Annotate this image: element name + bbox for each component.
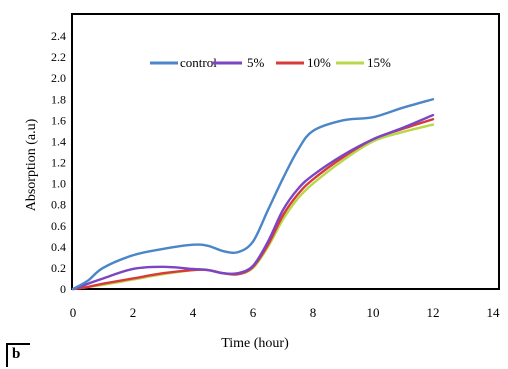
x-tick-label: 4 [190,305,197,320]
y-tick-label: 0.2 [51,261,66,275]
y-tick-label: 0 [60,282,66,296]
legend-label: 5% [247,55,265,70]
legend-item: 10% [276,55,331,70]
y-tick-label: 2.2 [51,50,66,64]
x-tick-label: 6 [250,305,257,320]
y-tick-label: 0.4 [51,240,66,254]
panel-label-box: b [6,343,30,367]
y-tick-label: 0.8 [51,198,66,212]
legend: control 5% 10% 15% [150,55,391,70]
x-tick-label: 14 [487,305,501,320]
x-tick-label: 0 [70,305,77,320]
series-layer [71,98,435,291]
series-line-control [71,98,435,291]
series-line-5pct [71,113,435,291]
y-tick-label: 1.2 [51,156,66,170]
y-tick-label: 0.6 [51,219,66,233]
x-axis: 0 2 4 6 8 10 12 14 [70,305,500,320]
x-tick-label: 2 [130,305,137,320]
y-tick-label: 1.4 [51,134,66,148]
x-tick-label: 10 [367,305,380,320]
plot-frame [71,13,500,290]
legend-item: 15% [336,55,391,70]
y-tick-label: 2.0 [51,71,66,85]
x-tick-label: 8 [310,305,317,320]
y-tick-label: 1.8 [51,92,66,106]
panel-label: b [12,346,21,362]
y-axis: 0 0.2 0.4 0.6 0.8 1.0 1.2 1.4 1.6 1.8 2.0 2.2 2.4 [51,29,66,296]
legend-item: 5% [212,55,265,70]
y-axis-label: Absorption (a.u) [24,118,39,211]
legend-label: 15% [367,55,391,70]
y-tick-label: 1.0 [51,177,66,191]
y-tick-label: 1.6 [51,113,66,127]
legend-label: 10% [307,55,331,70]
legend-label: control [180,55,217,70]
y-tick-label: 2.4 [51,29,66,43]
legend-item: control [150,55,217,70]
x-tick-label: 12 [427,305,440,320]
x-axis-label: Time (hour) [221,336,289,351]
